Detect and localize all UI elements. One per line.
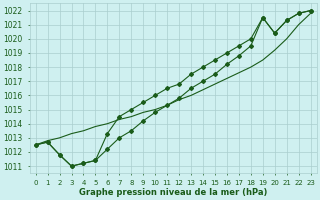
X-axis label: Graphe pression niveau de la mer (hPa): Graphe pression niveau de la mer (hPa)	[79, 188, 267, 197]
